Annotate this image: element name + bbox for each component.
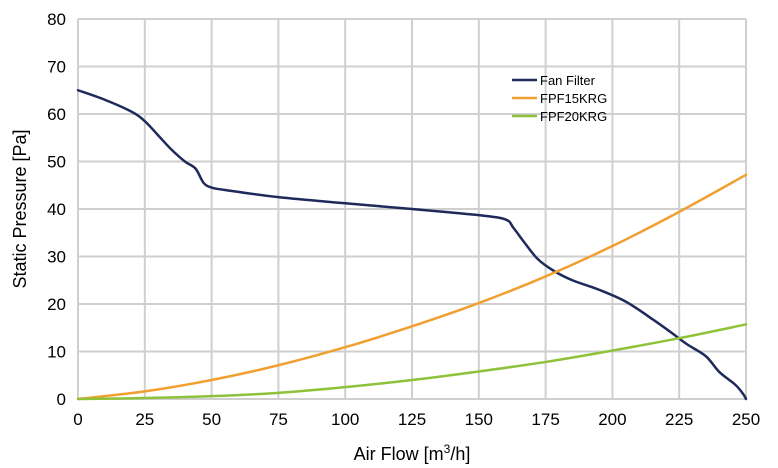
series-line-1 [76,89,748,401]
x-tick-label: 100 [331,410,359,429]
y-tick-label: 70 [47,58,66,77]
series-line-2 [76,173,748,401]
series-layer [76,89,748,401]
y-axis-title: Static Pressure [Pa] [10,129,30,288]
y-tick-label: 60 [47,105,66,124]
y-tick-label: 50 [47,153,66,172]
x-tick-label: 250 [732,410,760,429]
y-tick-label: 0 [57,390,66,409]
x-tick-label: 25 [135,410,154,429]
x-tick-label: 150 [465,410,493,429]
y-tick-label: 40 [47,200,66,219]
x-tick-label: 200 [598,410,626,429]
legend-label: FPF20KRG [540,109,607,124]
x-tick-label: 175 [531,410,559,429]
y-tick-label: 10 [47,343,66,362]
x-tick-label: 50 [202,410,221,429]
legend: Fan Filter FPF15KRG FPF20KRG [512,73,607,124]
x-tick-label: 0 [73,410,82,429]
y-tick-label: 30 [47,248,66,267]
x-axis-title: Air Flow [m3/h] [354,442,471,464]
x-tick-label: 125 [398,410,426,429]
x-tick-label: 75 [269,410,288,429]
y-tick-label: 20 [47,295,66,314]
y-tick-label: 80 [47,10,66,29]
tick-labels: 0 25 50 75 100 125 150 175 200 225 250 0 10 20 30 40 50 6… [47,10,760,429]
legend-label: Fan Filter [540,73,596,88]
grid [77,18,747,400]
series-line-3 [76,323,748,401]
legend-label: FPF15KRG [540,91,607,106]
x-tick-label: 225 [665,410,693,429]
